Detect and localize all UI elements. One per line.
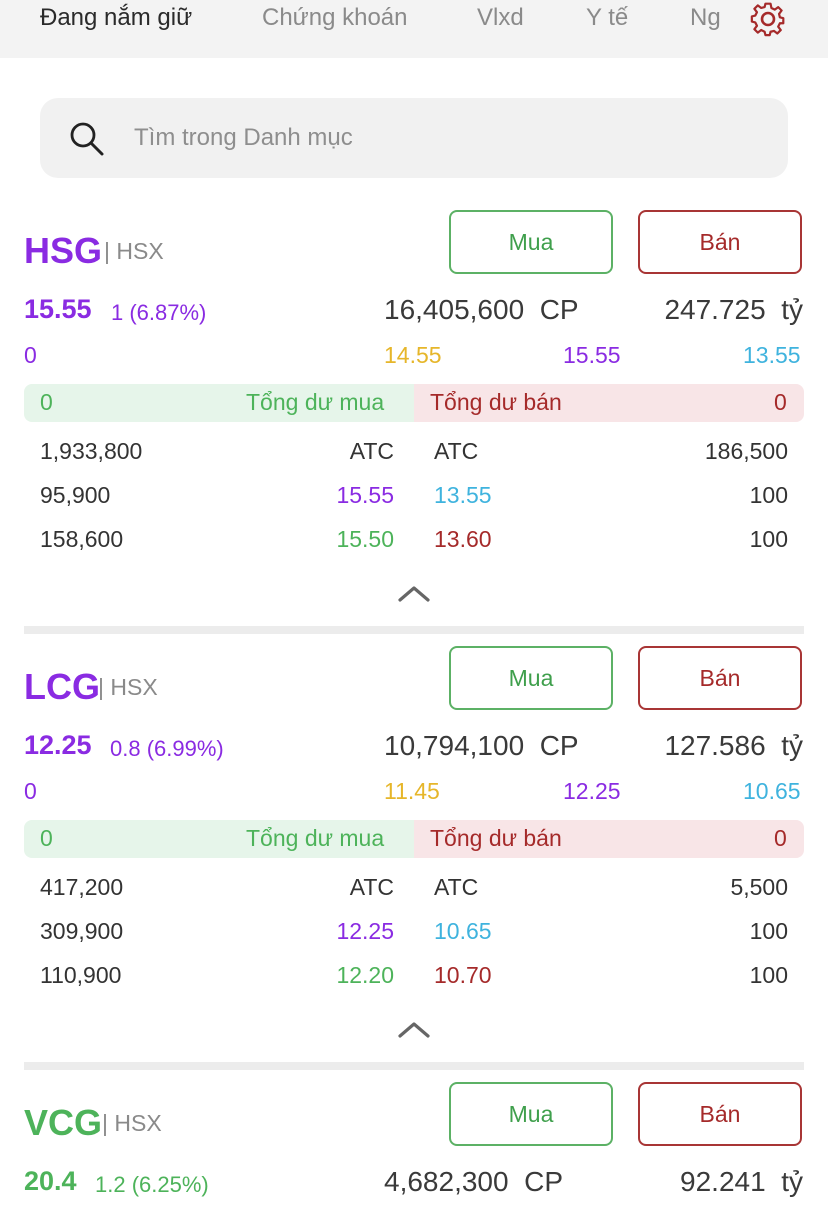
sell-button[interactable]: Bán [638, 1082, 802, 1146]
ask-volume: 100 [749, 918, 788, 944]
ask-volume: 186,500 [704, 438, 788, 464]
total-buy-label: Tổng dư mua [246, 389, 385, 415]
bid-volume: 110,900 [40, 962, 122, 988]
ask-volume: 5,500 [730, 874, 788, 900]
stock-exchange: | HSX [104, 238, 164, 264]
bid-price: ATC [349, 874, 394, 900]
ceiling-price: 15.55 [563, 342, 621, 368]
last-price: 12.25 [24, 730, 92, 760]
stock-exchange: | HSX [102, 1110, 162, 1136]
search-input[interactable] [134, 116, 754, 160]
total-volume: 4,682,300 CP [384, 1166, 564, 1197]
total-volume: 16,405,600 CP [384, 294, 579, 325]
sell-button[interactable]: Bán [638, 646, 802, 710]
ask-price: ATC [434, 438, 479, 464]
bid-volume: 417,200 [40, 874, 124, 900]
stock-ticker[interactable]: LCG [24, 666, 100, 707]
total-buy-label: Tổng dư mua [246, 825, 385, 851]
search-icon [68, 120, 106, 158]
open-interest: 0 [24, 778, 37, 804]
bid-price: ATC [349, 438, 394, 464]
ask-price: 10.65 [434, 918, 492, 944]
price-change: 1.2 (6.25%) [95, 1172, 209, 1197]
tab-securities[interactable]: Chứng khoán [262, 4, 408, 31]
bid-price: 12.25 [336, 918, 394, 944]
ask-price: 10.70 [434, 962, 492, 988]
stock-card-vcg: VCG | HSX Mua Bán 20.4 1.2 (6.25%) 4,682… [0, 1082, 828, 1231]
total-value: 92.241 tỷ [680, 1166, 803, 1197]
tab-holding[interactable]: Đang nắm giữ [40, 4, 193, 31]
ask-price: 13.55 [434, 482, 492, 508]
ask-volume: 100 [749, 962, 788, 988]
stock-ticker[interactable]: HSG [24, 230, 103, 271]
card-divider [24, 1062, 804, 1070]
buy-button[interactable]: Mua [449, 1082, 613, 1146]
total-sell-value: 0 [774, 389, 787, 415]
bid-price: 15.55 [336, 482, 394, 508]
last-price: 15.55 [24, 294, 92, 324]
total-value: 127.586 tỷ [664, 730, 803, 761]
total-value: 247.725 tỷ [664, 294, 803, 325]
total-buy-value: 0 [40, 825, 53, 851]
stock-card-hsg: HSG | HSX Mua Bán 15.55 1 (6.87%) 16,405… [0, 210, 828, 646]
sell-button[interactable]: Bán [638, 210, 802, 274]
buy-button[interactable]: Mua [449, 210, 613, 274]
chevron-up-icon[interactable] [396, 582, 432, 604]
order-summary-bar: 0 Tổng dư mua Tổng dư bán 0 [24, 820, 804, 858]
bid-volume: 309,900 [40, 918, 124, 944]
bid-volume: 1,933,800 [40, 438, 143, 464]
stock-card-lcg: LCG | HSX Mua Bán 12.25 0.8 (6.99%) 10,7… [0, 646, 828, 1082]
ask-price: 13.60 [434, 526, 492, 552]
tab-bar: Đang nắm giữ Chứng khoán Vlxd Y tế Ng [0, 0, 828, 58]
ceiling-price: 12.25 [563, 778, 621, 804]
bid-price: 12.20 [336, 962, 394, 988]
price-change: 1 (6.87%) [111, 300, 207, 325]
price-change: 0.8 (6.99%) [110, 736, 224, 761]
last-price: 20.4 [24, 1166, 77, 1196]
search-bar [40, 98, 788, 178]
tabs-scroller: Đang nắm giữ Chứng khoán Vlxd Y tế Ng [0, 0, 722, 58]
tab-vlxd[interactable]: Vlxd [477, 4, 524, 31]
chevron-up-icon[interactable] [396, 1018, 432, 1040]
bid-price: 15.50 [336, 526, 394, 552]
tab-health[interactable]: Y tế [586, 4, 629, 31]
total-sell-label: Tổng dư bán [430, 825, 562, 851]
card-divider [24, 626, 804, 634]
stock-exchange: | HSX [98, 674, 158, 700]
ask-volume: 100 [749, 482, 788, 508]
bid-volume: 158,600 [40, 526, 124, 552]
total-sell-label: Tổng dư bán [430, 389, 562, 415]
total-buy-value: 0 [40, 389, 53, 415]
gear-icon[interactable] [746, 0, 790, 40]
floor-price: 13.55 [743, 342, 801, 368]
tab-ng[interactable]: Ng [690, 4, 721, 31]
stock-ticker[interactable]: VCG [24, 1102, 103, 1143]
ref-price: 11.45 [384, 778, 440, 804]
order-summary-bar: 0 Tổng dư mua Tổng dư bán 0 [24, 384, 804, 422]
bid-volume: 95,900 [40, 482, 111, 508]
total-volume: 10,794,100 CP [384, 730, 579, 761]
ask-price: ATC [434, 874, 479, 900]
ref-price: 14.55 [384, 342, 442, 368]
buy-button[interactable]: Mua [449, 646, 613, 710]
total-sell-value: 0 [774, 825, 787, 851]
floor-price: 10.65 [743, 778, 801, 804]
ask-volume: 100 [749, 526, 788, 552]
open-interest: 0 [24, 342, 37, 368]
